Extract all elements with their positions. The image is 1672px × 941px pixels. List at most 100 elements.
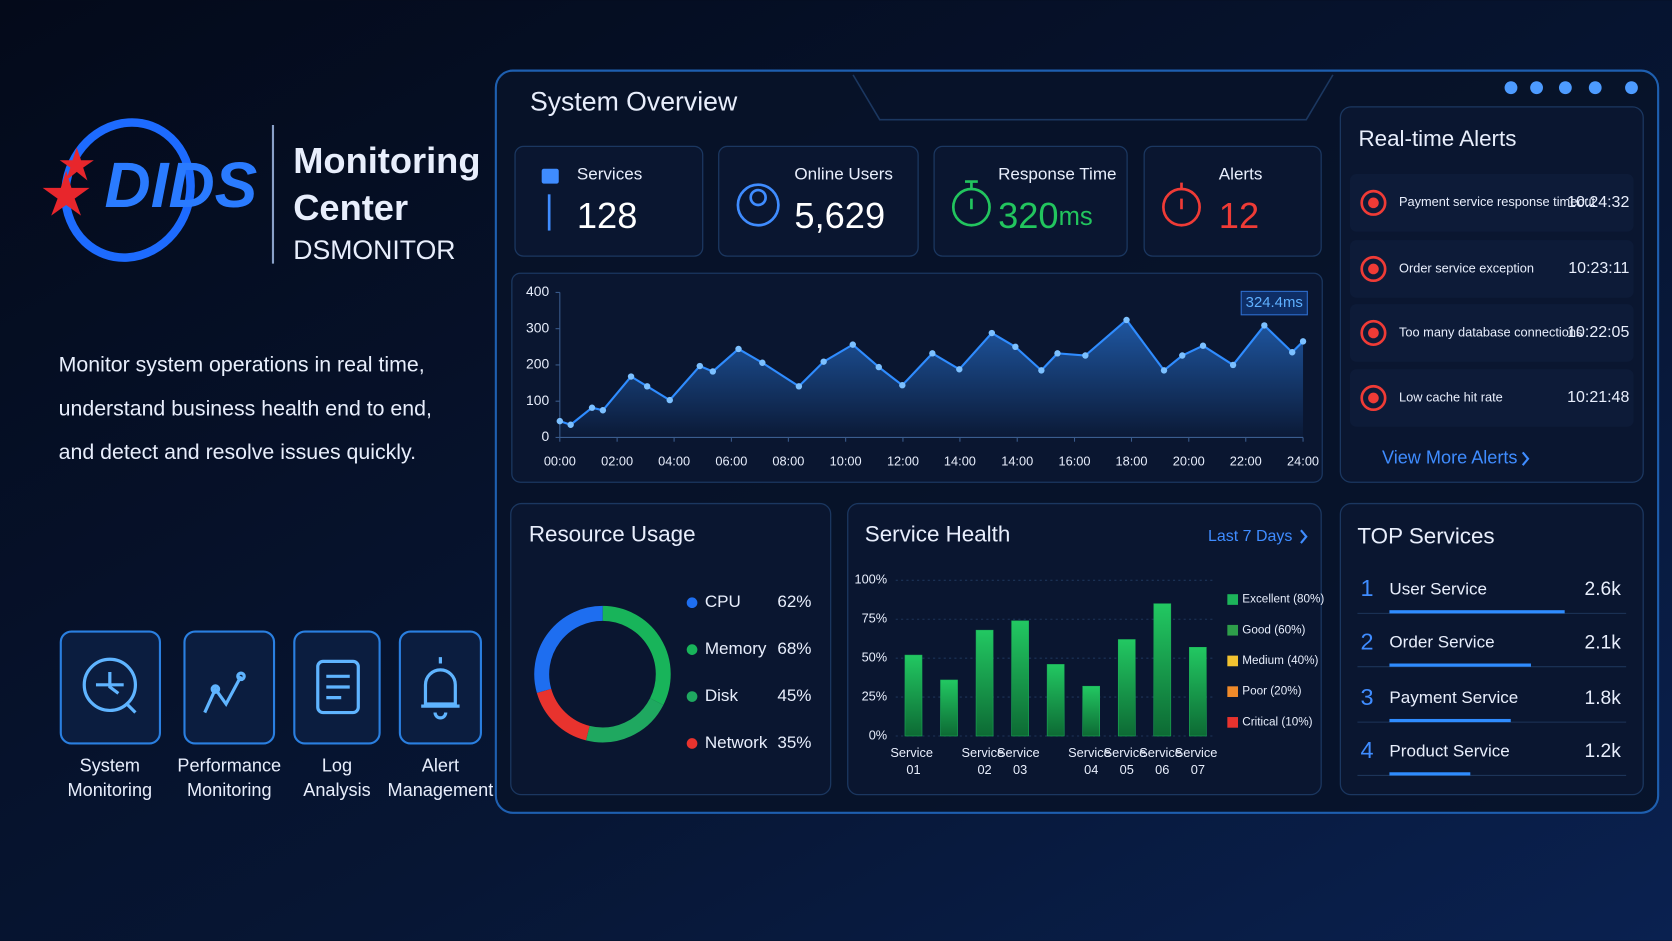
alert-row[interactable] xyxy=(1349,240,1634,298)
point xyxy=(599,407,607,414)
rank: 1 xyxy=(1361,575,1374,601)
bar xyxy=(1082,685,1101,737)
tool-icon[interactable] xyxy=(1530,81,1543,95)
label-line: 04 xyxy=(1084,763,1098,778)
tool-icon[interactable] xyxy=(1625,81,1638,95)
tool-icon[interactable] xyxy=(1504,81,1518,95)
point xyxy=(899,382,906,389)
point xyxy=(735,345,742,353)
tool-icon[interactable] xyxy=(1558,81,1572,95)
x-tick-label: Service 06 xyxy=(1139,746,1185,778)
point xyxy=(696,362,703,370)
stat-label: Services xyxy=(577,165,642,184)
label-line: Service xyxy=(1068,746,1114,761)
x-tick-label: Service 01 xyxy=(890,746,936,778)
description: Monitor system operations in real time, xyxy=(59,353,425,377)
alert-row[interactable] xyxy=(1349,369,1634,427)
legend-label: Network xyxy=(705,733,768,752)
alert-text: Low cache hit rate xyxy=(1399,389,1503,404)
x-tick-label: 14:00 xyxy=(1001,453,1033,468)
donut-segment xyxy=(602,605,671,705)
chevron xyxy=(1300,529,1308,544)
alert-icon xyxy=(1360,384,1387,412)
nav-icons xyxy=(82,657,460,720)
x-tick-label: 22:00 xyxy=(1230,453,1262,468)
brand-title: Center xyxy=(293,187,408,228)
point xyxy=(643,383,651,390)
stat-number: 320 xyxy=(998,194,1058,235)
alert-row[interactable] xyxy=(1349,304,1634,362)
view-more[interactable]: View More Alerts xyxy=(1382,448,1518,468)
label-line: 03 xyxy=(1013,763,1027,778)
bar xyxy=(1389,718,1511,723)
nav-label: Alert xyxy=(422,756,459,776)
legend-swatch xyxy=(1227,655,1239,667)
point xyxy=(1160,367,1168,374)
brand-subtitle: DSMONITOR xyxy=(293,235,455,265)
label-line: 07 xyxy=(1191,763,1205,778)
stat-label: Alerts xyxy=(1219,165,1263,184)
x-tick-label: Service 02 xyxy=(961,746,1007,778)
point xyxy=(1012,343,1019,351)
brand-title: Monitoring xyxy=(293,140,480,181)
stat-value: 12 xyxy=(1219,194,1259,235)
y-tick-label: 0% xyxy=(869,727,887,742)
x-tick-label: 12:00 xyxy=(887,453,919,468)
alert-time: 10:23:11 xyxy=(1568,260,1629,277)
legend-swatch xyxy=(1227,717,1239,728)
bar xyxy=(1011,620,1029,737)
point xyxy=(1179,352,1186,359)
service-name: Payment Service xyxy=(1389,688,1518,707)
x-tick-label: Service 04 xyxy=(1068,746,1114,778)
point xyxy=(1261,322,1268,329)
rank: 3 xyxy=(1361,684,1374,710)
point xyxy=(929,350,936,357)
alert-icon xyxy=(1360,255,1387,283)
alert-row[interactable] xyxy=(1349,174,1634,232)
bar xyxy=(940,679,958,737)
bar xyxy=(1389,610,1565,614)
nav-label: Monitoring xyxy=(187,780,272,800)
alert-text: Too many database connections xyxy=(1399,324,1582,339)
point xyxy=(1299,338,1307,345)
point xyxy=(1082,352,1089,359)
legend-dot xyxy=(686,738,698,749)
alert-time: 10:24:32 xyxy=(1567,194,1629,211)
point xyxy=(1199,342,1207,349)
stat-card xyxy=(514,145,704,257)
point xyxy=(795,383,803,390)
nav-buttons xyxy=(59,630,482,745)
y-tick-label: 0 xyxy=(541,428,549,444)
point xyxy=(1038,367,1045,374)
tool-icon[interactable] xyxy=(1588,81,1602,95)
y-tick-label: 100 xyxy=(526,392,549,408)
stat-card xyxy=(718,145,919,257)
legend-label: Poor (20%) xyxy=(1242,685,1301,698)
stat-label: Response Time xyxy=(998,165,1116,184)
point xyxy=(1054,350,1061,357)
point xyxy=(849,341,856,348)
legend-swatch xyxy=(1227,686,1239,697)
alert-time: 10:22:05 xyxy=(1567,324,1629,341)
alerts-title: Real-time Alerts xyxy=(1359,126,1517,151)
service-name: Product Service xyxy=(1389,742,1509,761)
legend-value: 68% xyxy=(777,639,811,658)
point xyxy=(556,417,564,425)
stat-value: 320ms xyxy=(998,194,1093,235)
nav-label: Analysis xyxy=(303,780,370,800)
legend-label: Critical (10%) xyxy=(1242,715,1312,728)
point xyxy=(1123,316,1130,324)
service-value: 2.1k xyxy=(1585,632,1622,653)
resource-card xyxy=(510,502,832,796)
toolbar-icons xyxy=(1504,81,1638,95)
nav-button[interactable] xyxy=(398,630,482,745)
label-line: Service xyxy=(1139,746,1185,761)
alert-text: Payment service response timeout xyxy=(1399,194,1596,209)
x-tick-label: 00:00 xyxy=(544,453,576,468)
alert-time: 10:21:48 xyxy=(1567,389,1629,406)
period-link[interactable]: Last 7 Days xyxy=(1208,528,1292,545)
bar xyxy=(1117,639,1136,737)
point xyxy=(627,373,635,380)
nav-button[interactable] xyxy=(183,630,276,745)
